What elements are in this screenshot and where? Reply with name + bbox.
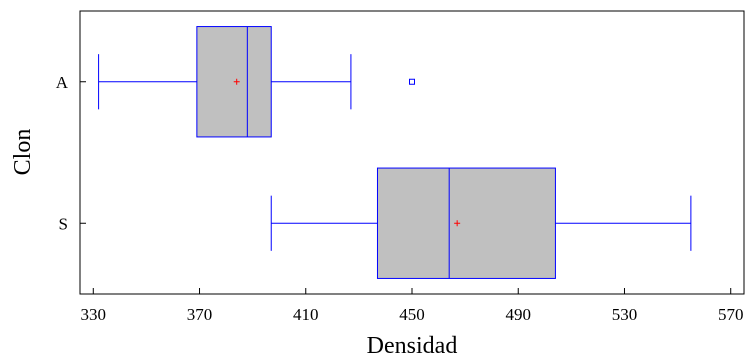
box-A (98, 26, 415, 138)
x-tick-label: 370 (187, 305, 213, 324)
x-axis-title: Densidad (367, 333, 458, 358)
outlier-point (409, 78, 415, 85)
x-tick-label: 330 (81, 305, 107, 324)
x-tick-label: 450 (399, 305, 425, 324)
boxes-group (98, 26, 692, 279)
y-tick-label: S (59, 214, 68, 233)
x-tick-label: 570 (718, 305, 744, 324)
x-tick-label: 410 (293, 305, 319, 324)
box-body (376, 167, 556, 279)
x-tick-label: 490 (505, 305, 531, 324)
y-axis-title: Clon (10, 129, 36, 176)
box-S (270, 167, 692, 279)
y-tick-label: A (56, 73, 69, 92)
x-tick-label: 530 (612, 305, 638, 324)
y-axis: AS (56, 73, 86, 233)
x-axis: 330 370 410 450 490 530 570 (81, 288, 744, 324)
